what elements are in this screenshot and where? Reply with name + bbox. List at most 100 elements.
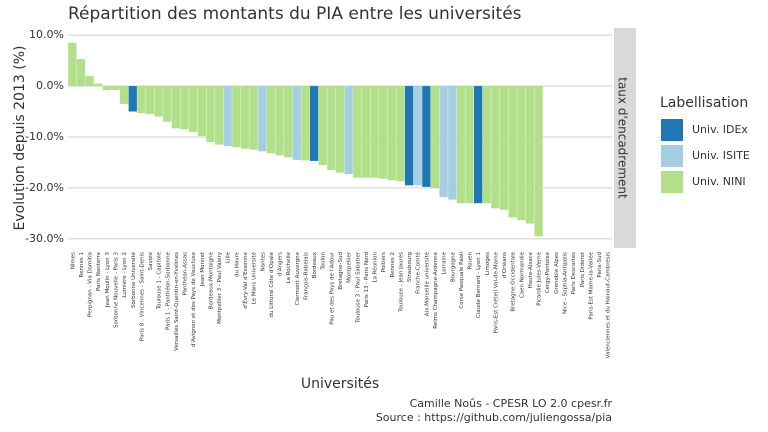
bar xyxy=(266,86,276,154)
x-tick-label: Lille xyxy=(226,251,232,263)
bar xyxy=(499,86,509,210)
facet-label: taux d'encadrement xyxy=(616,77,630,199)
x-tick-label: Paris Nanterre xyxy=(96,251,102,291)
x-tick-label: du Littoral Côte d'Opale xyxy=(268,251,275,317)
x-axis-label: Universités xyxy=(301,376,379,392)
x-tick-label: Bourgogne xyxy=(450,251,456,282)
legend-swatch xyxy=(661,119,683,141)
bar xyxy=(197,86,206,136)
bar xyxy=(85,75,94,87)
bar xyxy=(145,86,155,115)
x-tick-label: d'Évry-Val d'Essonne xyxy=(241,251,249,308)
x-tick-label: Strasbourg xyxy=(407,252,413,282)
x-tick-label: Paris Diderot xyxy=(580,251,586,287)
bar xyxy=(292,86,301,160)
x-tick-label: Bordeaux xyxy=(312,251,318,278)
y-tick-label: 0.0% xyxy=(36,79,64,92)
bar xyxy=(154,86,163,117)
x-tick-label: Paris 1 - Panthéon-Sorbonne xyxy=(164,251,171,330)
x-tick-label: Pau et des Pays de l'Adour xyxy=(329,251,335,324)
x-tick-label: Rennes 1 xyxy=(79,252,85,277)
bar xyxy=(258,86,267,152)
bar xyxy=(206,86,215,143)
x-tick-label: Claude Bernard - Lyon 1 xyxy=(476,252,482,318)
bar xyxy=(119,86,129,104)
x-tick-label: Lorraine xyxy=(442,251,448,274)
legend-title: Labellisation xyxy=(660,95,748,111)
bar xyxy=(214,86,224,145)
bar xyxy=(465,86,474,204)
bar xyxy=(508,86,517,218)
y-axis-label: Evolution depuis 2013 (%) xyxy=(12,46,28,231)
x-tick-label: Jean Monnet xyxy=(200,251,206,287)
bar xyxy=(275,86,284,156)
x-tick-label: Cergy-Pontoise xyxy=(545,251,551,293)
bar xyxy=(111,86,120,91)
bar xyxy=(223,86,232,147)
x-tick-label: Perpignan - Via Domitia xyxy=(88,252,94,317)
x-tick-label: Bordeaux-Montaigne xyxy=(208,251,214,309)
bar xyxy=(534,86,543,237)
x-tick-label: Paris-Est Créteil Val-de-Marne xyxy=(492,251,499,333)
x-tick-label: d'Angers xyxy=(278,252,284,276)
bar xyxy=(482,86,491,204)
legend-swatch xyxy=(661,145,683,167)
x-tick-label: Picardie Jules-Verne xyxy=(537,251,543,305)
x-tick-label: Savoie xyxy=(148,251,154,270)
x-tick-label: La Réunion xyxy=(372,251,379,282)
x-tick-label: Toulon xyxy=(321,251,327,270)
x-tick-label: Paris 13 - Paris Nord xyxy=(364,252,370,307)
x-tick-label: Grenoble Alpes xyxy=(554,252,560,294)
bar xyxy=(370,86,379,178)
bar xyxy=(163,86,172,122)
bar xyxy=(180,86,189,130)
x-tick-label: du Havre xyxy=(234,251,240,277)
x-tick-label: Caen Normandie xyxy=(519,251,525,298)
x-tick-label: Franche-Comté xyxy=(415,251,422,293)
bar xyxy=(284,86,293,158)
x-tick-label: Lumière - Lyon 2 xyxy=(121,252,128,298)
x-tick-label: Bretagne-Sud xyxy=(338,252,344,290)
y-tick-label: -20.0% xyxy=(25,181,64,194)
caption: Source : https://github.com/juliengossa/… xyxy=(376,411,612,424)
legend-label: Univ. IDEx xyxy=(692,123,748,136)
bar xyxy=(335,86,345,173)
x-tick-label: Nîmes xyxy=(69,252,76,269)
x-tick-label: Valenciennes et du Hainaut-Cambrésis xyxy=(605,252,612,359)
x-tick-label: Toulouse 3 - Paul Sabatier xyxy=(355,251,361,324)
bar xyxy=(353,86,362,178)
bar xyxy=(301,86,310,161)
x-tick-label: Panthéon-Assas xyxy=(182,252,189,296)
chart-title: Répartition des montants du PIA entre le… xyxy=(68,4,522,24)
x-tick-label: Corse Pasquale Paoli xyxy=(459,252,465,309)
x-tick-label: Poitiers xyxy=(381,252,387,272)
x-tick-label: d'Orléans xyxy=(501,252,508,278)
bar xyxy=(309,86,319,161)
bar xyxy=(171,86,181,129)
bar xyxy=(318,86,327,165)
y-tick-label: -30.0% xyxy=(25,232,64,245)
bar xyxy=(249,86,258,150)
x-tick-label: Montpellier 3 - Paul Valéry xyxy=(216,251,223,324)
x-tick-label: Sorbonne Université xyxy=(130,251,137,308)
bar xyxy=(387,86,396,181)
y-tick-label: 10.0% xyxy=(29,28,64,41)
x-tick-label: Nice - Sophia-Antipolis xyxy=(563,252,569,314)
x-tick-label: Bretagne Occidentale xyxy=(511,251,517,311)
bar xyxy=(396,86,405,182)
bar xyxy=(94,83,103,87)
legend-label: Univ. ISITE xyxy=(692,149,750,162)
x-tick-label: Rennes 2 xyxy=(390,252,396,277)
x-tick-label: Reims Champagne-Ardenne xyxy=(433,251,439,328)
x-tick-label: Toulouse - Jean Jaurès xyxy=(397,252,404,313)
bar xyxy=(430,86,440,188)
x-tick-label: Paris 8 - Vincennes - Saint-Denis xyxy=(139,252,145,341)
bar xyxy=(232,86,241,148)
y-tick-label: -10.0% xyxy=(25,130,64,143)
facet-strip xyxy=(614,28,636,248)
bar xyxy=(379,86,388,179)
x-tick-label: Rouen xyxy=(468,251,474,269)
x-tick-label: Toulouse 1 - Capitole xyxy=(157,251,163,310)
x-tick-label: Paris-Est Marne-la-Vallée xyxy=(587,251,594,319)
